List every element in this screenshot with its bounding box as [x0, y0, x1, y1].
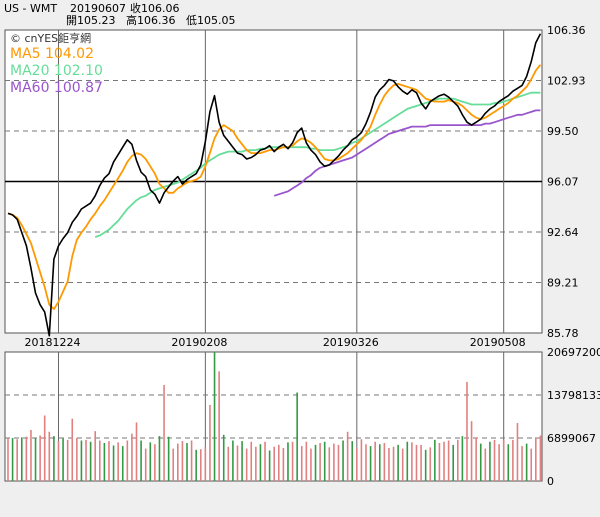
volume-tick-label: 0	[547, 475, 554, 488]
header-open: 開105.23	[66, 14, 116, 27]
date-tick-label: 20181224	[24, 336, 80, 349]
price-lines	[7, 33, 542, 337]
price-tick-label: 89.21	[547, 277, 579, 290]
date-tick-label: 20190208	[171, 336, 227, 349]
date-tick-label: 20190508	[470, 336, 526, 349]
price-tick-label: 102.93	[547, 75, 586, 88]
price-tick-label: 106.36	[547, 24, 586, 37]
header-low: 低105.05	[186, 14, 236, 27]
series-line-ma60	[273, 109, 541, 197]
price-tick-label: 92.64	[547, 226, 579, 239]
grid-lines	[5, 30, 542, 481]
volume-bars	[7, 351, 542, 481]
header-high: 高106.36	[126, 14, 176, 27]
price-tick-label: 99.50	[547, 125, 579, 138]
volume-tick-label: 20697200	[547, 346, 600, 359]
legend-ma5: MA5 104.02	[10, 46, 94, 62]
header-symbol: US - WMT	[4, 2, 58, 15]
volume-tick-label: 13798133	[547, 389, 600, 402]
date-tick-label: 20190326	[323, 336, 379, 349]
watermark: © cnYES鉅亨網	[10, 31, 91, 45]
header-close: 收106.06	[130, 2, 180, 15]
volume-tick-label: 6899067	[547, 432, 596, 445]
legend-ma20: MA20 102.10	[10, 63, 103, 79]
series-line-close	[7, 33, 542, 337]
header-date: 20190607	[70, 2, 126, 15]
legend-ma60: MA60 100.87	[10, 80, 103, 96]
axis-labels: 106.36 102.93 99.50 96.07 92.64 89.21 85.78 201…	[24, 24, 600, 488]
price-tick-label: 85.78	[547, 327, 579, 340]
price-tick-label: 96.07	[547, 176, 579, 189]
